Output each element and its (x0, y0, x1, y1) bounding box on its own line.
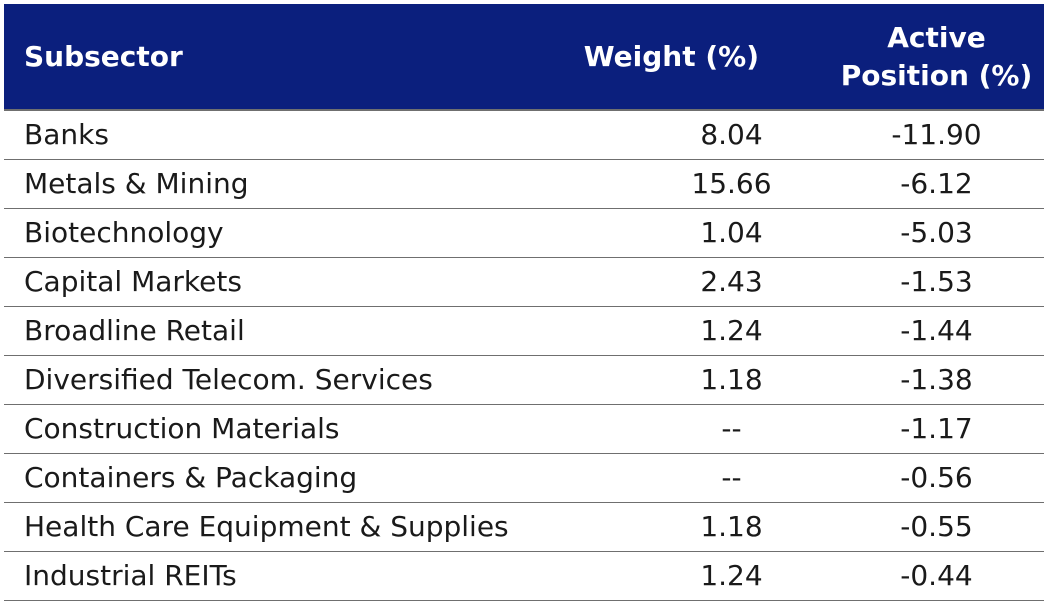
cell-subsector: Biotechnology (24, 216, 224, 249)
table-row: Diversified Telecom. Services 1.18 -1.38 (4, 355, 1044, 404)
cell-active-position: -1.38 (900, 363, 973, 396)
table-row: Biotechnology 1.04 -5.03 (4, 208, 1044, 257)
table-header: Subsector Weight (%) Active Position (%) (4, 4, 1044, 110)
cell-active-position: -1.44 (900, 314, 973, 347)
table-body: Banks 8.04 -11.90 Metals & Mining 15.66 … (4, 109, 1044, 600)
cell-weight: 1.04 (700, 216, 763, 249)
cell-subsector: Banks (4, 109, 554, 159)
header-subsector: Subsector (24, 39, 183, 73)
cell-weight: 1.24 (700, 314, 763, 347)
cell-active-position: -0.56 (900, 461, 973, 494)
cell-subsector: Construction Materials (24, 412, 340, 445)
cell-subsector: Containers & Packaging (24, 461, 358, 494)
cell-subsector: Broadline Retail (24, 314, 245, 347)
cell-active-position: -11.90 (799, 109, 1044, 159)
cell-subsector: Diversified Telecom. Services (24, 363, 433, 396)
cell-active-position: -0.55 (900, 510, 973, 543)
cell-weight: 1.24 (700, 559, 763, 592)
table-row: Banks 8.04 -11.90 (4, 109, 1044, 159)
cell-weight: -- (721, 461, 742, 494)
table-row: Construction Materials -- -1.17 (4, 404, 1044, 453)
cell-subsector: Capital Markets (24, 265, 242, 298)
cell-active-position: -0.44 (900, 559, 973, 592)
header-weight: Weight (%) (583, 39, 759, 73)
cell-weight: 2.43 (700, 265, 763, 298)
table-row: Capital Markets 2.43 -1.53 (4, 257, 1044, 306)
cell-active-position: -5.03 (900, 216, 973, 249)
cell-subsector: Metals & Mining (24, 167, 249, 200)
table-row: Broadline Retail 1.24 -1.44 (4, 306, 1044, 355)
cell-active-position: -1.17 (900, 412, 973, 445)
cell-weight: 1.18 (700, 363, 763, 396)
cell-weight: -- (721, 412, 742, 445)
cell-subsector: Industrial REITs (24, 559, 237, 592)
cell-weight: 1.18 (700, 510, 763, 543)
cell-active-position: -1.53 (900, 265, 973, 298)
cell-subsector: Health Care Equipment & Supplies (24, 510, 509, 543)
header-active-position: Active Position (%) (840, 20, 1033, 92)
header-row: Subsector Weight (%) Active Position (%) (4, 4, 1044, 110)
subsector-table: Subsector Weight (%) Active Position (%)… (4, 4, 1044, 601)
cell-active-position: -6.12 (900, 167, 973, 200)
table-row: Industrial REITs 1.24 -0.44 (4, 551, 1044, 600)
cell-weight: 15.66 (691, 167, 772, 200)
table-row: Health Care Equipment & Supplies 1.18 -0… (4, 502, 1044, 551)
table-row: Metals & Mining 15.66 -6.12 (4, 159, 1044, 208)
cell-weight: 8.04 (554, 109, 799, 159)
subsector-table-container: Subsector Weight (%) Active Position (%)… (4, 4, 1044, 601)
table-row: Containers & Packaging -- -0.56 (4, 453, 1044, 502)
